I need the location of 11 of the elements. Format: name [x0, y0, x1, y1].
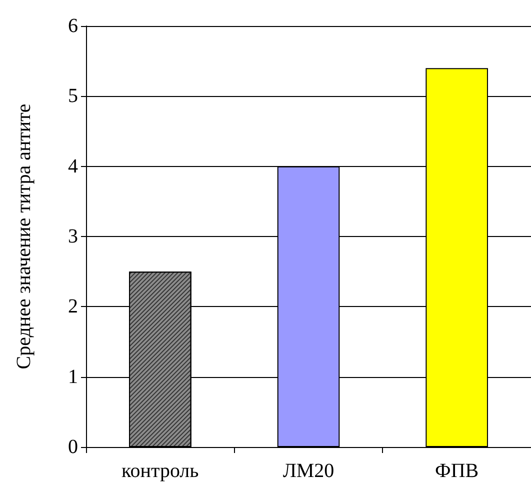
- y-tick-label: 6: [68, 15, 78, 37]
- x-tick-label: контроль: [122, 460, 199, 482]
- y-tick-label: 2: [68, 296, 78, 318]
- y-tick-label: 0: [68, 436, 78, 458]
- y-tick-label: 1: [68, 366, 78, 388]
- y-tick-label: 4: [68, 155, 78, 178]
- y-tick-label: 3: [68, 226, 78, 248]
- x-tick-label: ФПВ: [435, 460, 479, 482]
- x-tick-label: ЛМ20: [282, 460, 334, 482]
- y-axis-title: Среднее значение титра антите: [13, 104, 35, 370]
- y-tick-label: 5: [68, 85, 78, 108]
